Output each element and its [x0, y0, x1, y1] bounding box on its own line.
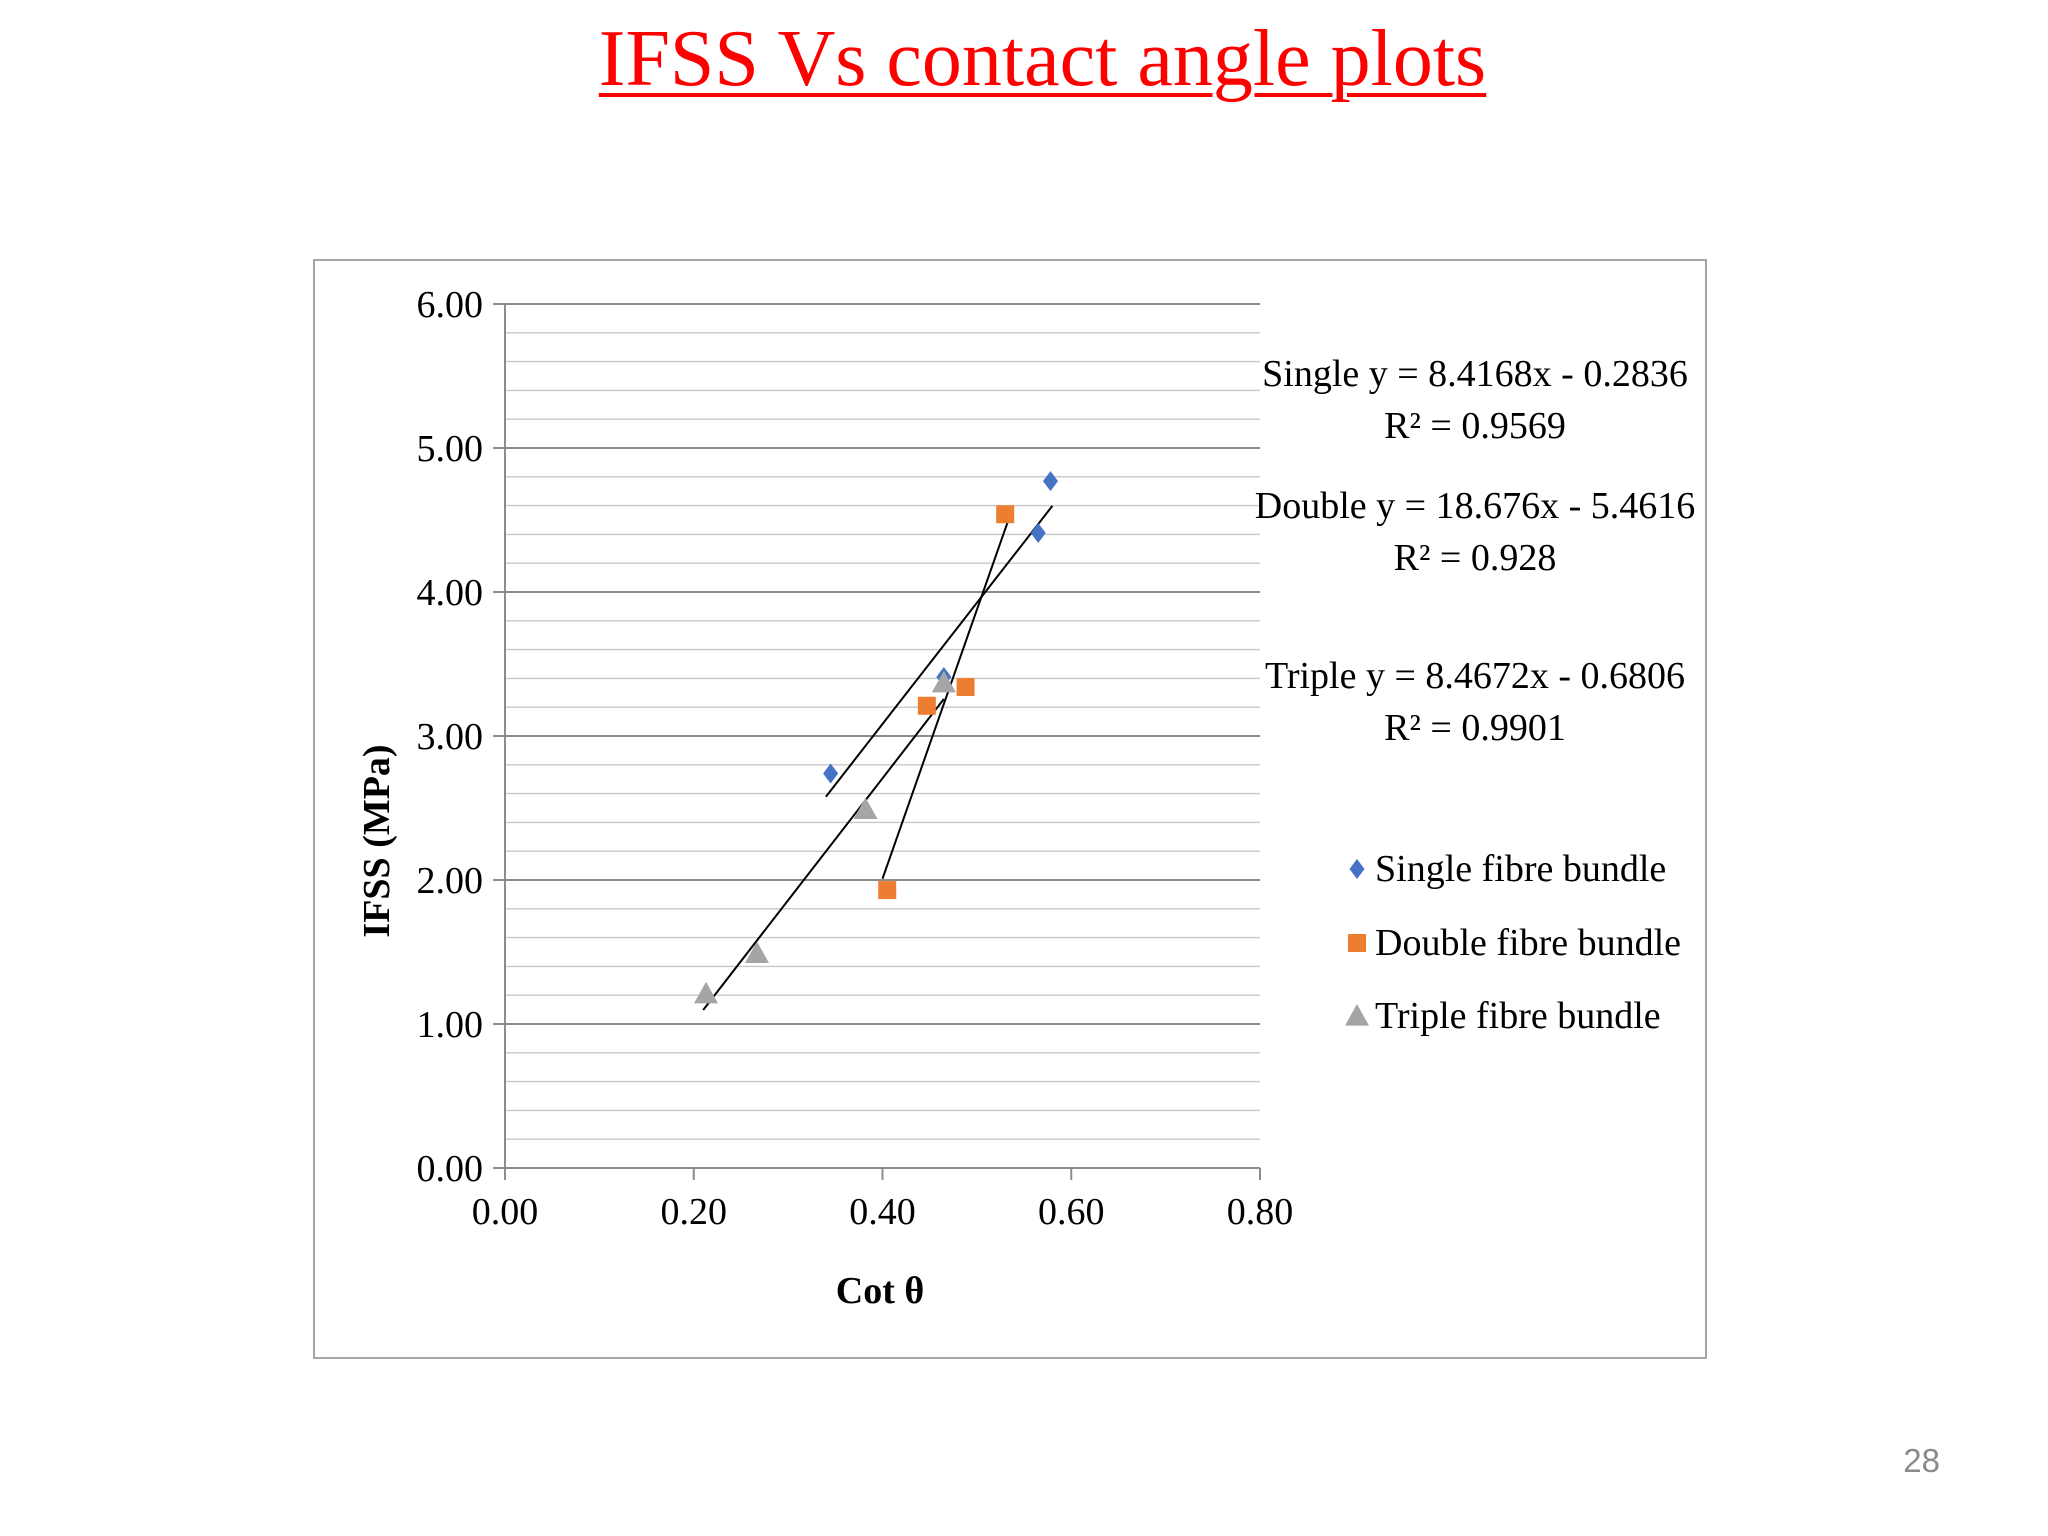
trendlines — [702, 505, 1054, 1011]
data-point — [823, 763, 839, 784]
legend-marker — [1349, 859, 1365, 879]
y-tick-label: 4.00 — [417, 572, 484, 614]
y-tick-label: 2.00 — [417, 860, 484, 902]
x-tick-label: 0.60 — [1038, 1191, 1105, 1233]
data-point — [956, 678, 975, 697]
data-point — [853, 797, 878, 820]
trendline-equation: Double y = 18.676x - 5.4616 — [1255, 485, 1695, 527]
y-tick-label: 1.00 — [417, 1004, 484, 1046]
trendline-equations: Single y = 8.4168x - 0.2836 R² = 0.9569 Do… — [1255, 353, 1695, 749]
x-tick-label: 0.80 — [1227, 1191, 1294, 1233]
trendline-equation: Single y = 8.4168x - 0.2836 — [1262, 353, 1688, 395]
x-tick-label: 0.00 — [472, 1191, 539, 1233]
data-point — [1030, 522, 1046, 543]
y-axis-label: IFSS (MPa) — [356, 744, 398, 937]
data-point — [996, 505, 1015, 524]
y-tick-label: 6.00 — [417, 284, 484, 326]
x-tick-label: 0.40 — [849, 1191, 916, 1233]
slide-title: IFSS Vs contact angle plots — [598, 15, 1487, 103]
y-tick-label: 5.00 — [417, 428, 484, 470]
legend-marker — [1345, 1004, 1369, 1026]
x-axis-label: Cot θ — [836, 1270, 924, 1312]
legend: Single fibre bundle Double fibre bundle Tr… — [1345, 848, 1681, 1037]
data-point — [694, 981, 719, 1004]
trendline-equation: Triple y = 8.4672x - 0.6806 — [1265, 655, 1685, 697]
tick-labels: 0.00 1.00 2.00 3.00 4.00 5.00 6.00 0.00 0.20 0.40… — [417, 284, 1294, 1233]
r-squared-label: R² = 0.9569 — [1384, 405, 1566, 447]
page-number: 28 — [1903, 1442, 1940, 1479]
x-tick-label: 0.20 — [661, 1191, 728, 1233]
data-point — [1042, 471, 1058, 492]
chart-frame: 0.00 1.00 2.00 3.00 4.00 5.00 6.00 0.00 0.20 0.40… — [313, 259, 1707, 1359]
gridlines — [505, 303, 1260, 1140]
y-tick-label: 3.00 — [417, 716, 484, 758]
data-point — [931, 670, 956, 693]
data-point — [744, 941, 769, 964]
trendline — [881, 515, 1011, 880]
legend-label: Triple fibre bundle — [1375, 995, 1661, 1037]
data-points — [694, 471, 1058, 1004]
axes — [493, 303, 1261, 1180]
r-squared-label: R² = 0.928 — [1394, 537, 1557, 579]
trendline — [702, 698, 945, 1011]
data-point — [878, 881, 897, 900]
legend-label: Single fibre bundle — [1375, 848, 1666, 890]
trendline — [825, 505, 1054, 798]
data-point — [917, 696, 936, 715]
legend-label: Double fibre bundle — [1375, 922, 1681, 964]
scatter-chart: 0.00 1.00 2.00 3.00 4.00 5.00 6.00 0.00 0.20 0.40… — [356, 284, 1695, 1312]
y-tick-label: 0.00 — [417, 1148, 484, 1190]
legend-marker — [1348, 934, 1366, 952]
r-squared-label: R² = 0.9901 — [1384, 707, 1566, 749]
